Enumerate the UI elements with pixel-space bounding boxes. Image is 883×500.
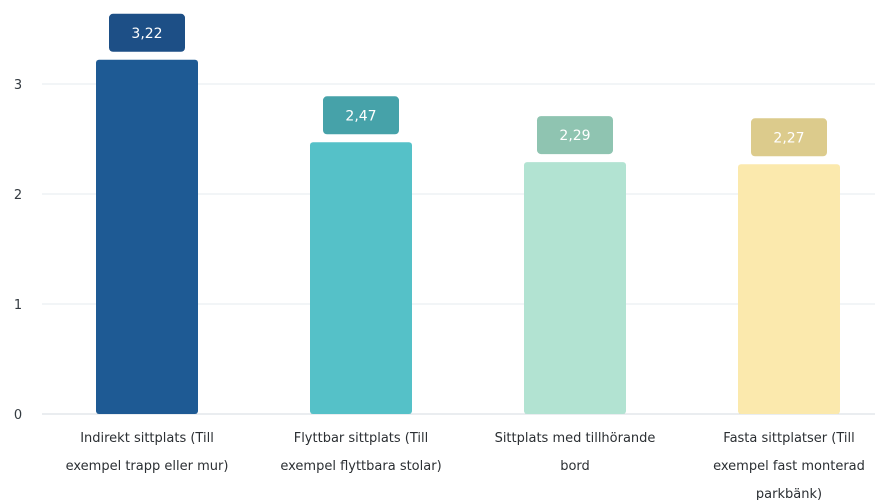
bar-2 — [310, 142, 412, 415]
data-label-box-1 — [109, 13, 185, 52]
category-label-4-line-3: parkbänk) — [756, 487, 822, 500]
data-label-4: 2,27 — [773, 130, 804, 146]
category-label-1-line-2: exempel trapp eller mur) — [66, 459, 229, 474]
category-label-4-line-1: Fasta sittplatser (Till — [723, 431, 854, 446]
category-label-2-line-1: Flyttbar sittplats (Till — [294, 431, 429, 446]
bar-1 — [96, 59, 198, 415]
data-label-box-2 — [323, 96, 399, 135]
data-label-box-4 — [751, 118, 827, 157]
data-label-2: 2,47 — [345, 108, 376, 124]
y-tick-label-0: 0 — [14, 408, 22, 423]
y-tick-label-2: 2 — [14, 188, 22, 203]
category-label-3-line-1: Sittplats med tillhörande — [495, 431, 656, 446]
bar-4 — [738, 164, 840, 414]
data-label-3: 2,29 — [559, 128, 590, 144]
bar-3 — [524, 162, 626, 414]
data-label-1: 3,22 — [131, 26, 162, 42]
y-tick-label-1: 1 — [14, 298, 22, 313]
category-label-3-line-2: bord — [560, 459, 590, 474]
y-tick-label-3: 3 — [14, 78, 22, 93]
category-label-2-line-2: exempel flyttbara stolar) — [280, 459, 441, 474]
data-label-box-3 — [537, 116, 613, 155]
category-label-1-line-1: Indirekt sittplats (Till — [80, 431, 214, 446]
category-label-4-line-2: exempel fast monterad — [713, 459, 865, 474]
